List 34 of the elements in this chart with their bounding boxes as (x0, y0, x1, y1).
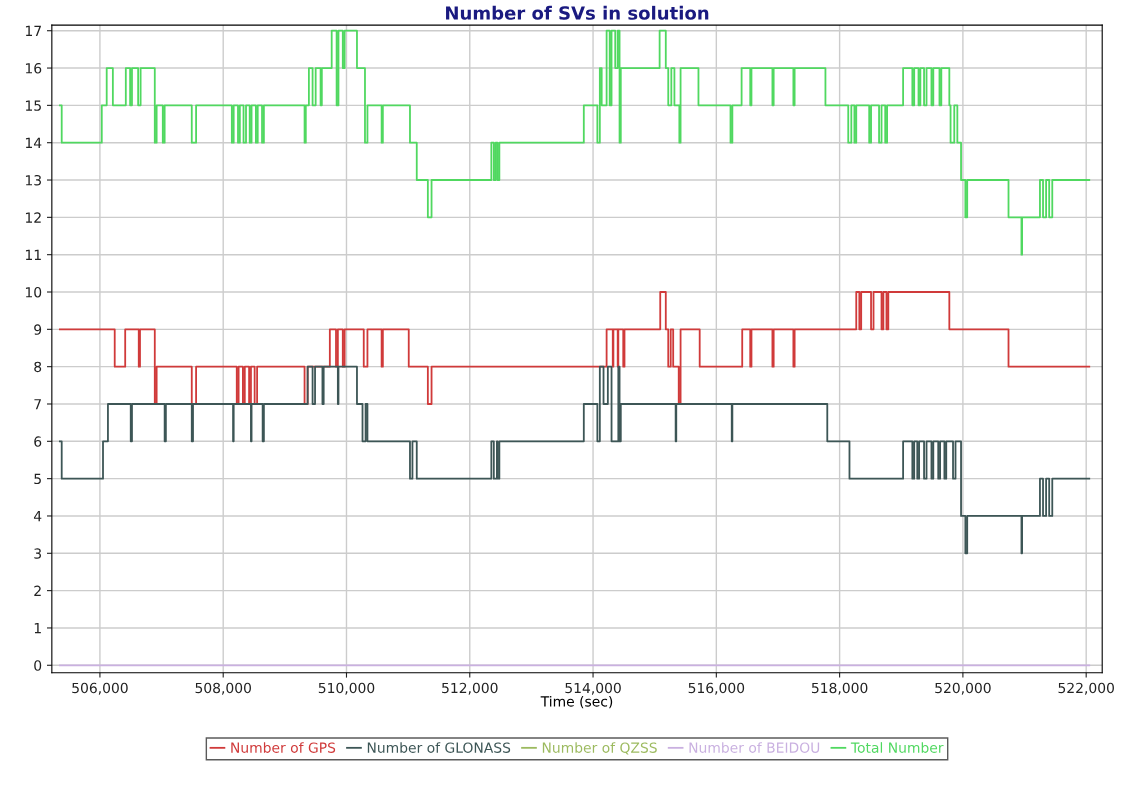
y-tick-label: 6 (34, 436, 42, 447)
x-tick-label: 508,000 (195, 682, 251, 695)
y-tick-label: 5 (34, 473, 41, 485)
y-tick-label: 9 (34, 324, 42, 335)
y-tick-label: 11 (25, 249, 41, 260)
x-tick-label: 512,000 (442, 682, 498, 695)
y-tick-label: 2 (34, 585, 41, 596)
x-tick-label: 518,000 (811, 682, 868, 695)
legend-label: Total Number (850, 742, 944, 753)
y-tick-label: 13 (25, 175, 42, 186)
x-tick-label: 514,000 (565, 682, 621, 695)
y-tick-label: 0 (34, 660, 42, 671)
y-tick-label: 4 (33, 511, 42, 522)
y-tick-label: 15 (25, 100, 41, 111)
y-tick-label: 3 (34, 548, 42, 559)
chart-title: Number of SVs in solution (446, 5, 709, 20)
y-tick-label: 17 (25, 25, 41, 36)
y-tick-label: 16 (25, 63, 42, 74)
legend-label: Number of GPS (231, 742, 336, 753)
x-tick-label: 522,000 (1058, 682, 1114, 695)
y-tick-label: 7 (34, 399, 41, 410)
y-tick-label: 10 (25, 286, 42, 298)
x-tick-label: 516,000 (688, 682, 745, 695)
y-tick-label: 8 (34, 361, 42, 373)
y-tick-label: 14 (25, 137, 42, 148)
x-tick-label: 510,000 (318, 682, 375, 695)
x-axis-title: Time (sec) (540, 695, 613, 709)
y-tick-label: 1 (34, 623, 41, 634)
legend-label: Number of QZSS (542, 742, 657, 755)
y-tick-label: 12 (25, 212, 41, 223)
x-tick-label: 506,000 (72, 682, 128, 695)
x-tick-label: 520,000 (935, 682, 991, 695)
legend-label: Number of GLONASS (367, 742, 511, 753)
legend-label: Number of BEIDOU (689, 742, 820, 753)
